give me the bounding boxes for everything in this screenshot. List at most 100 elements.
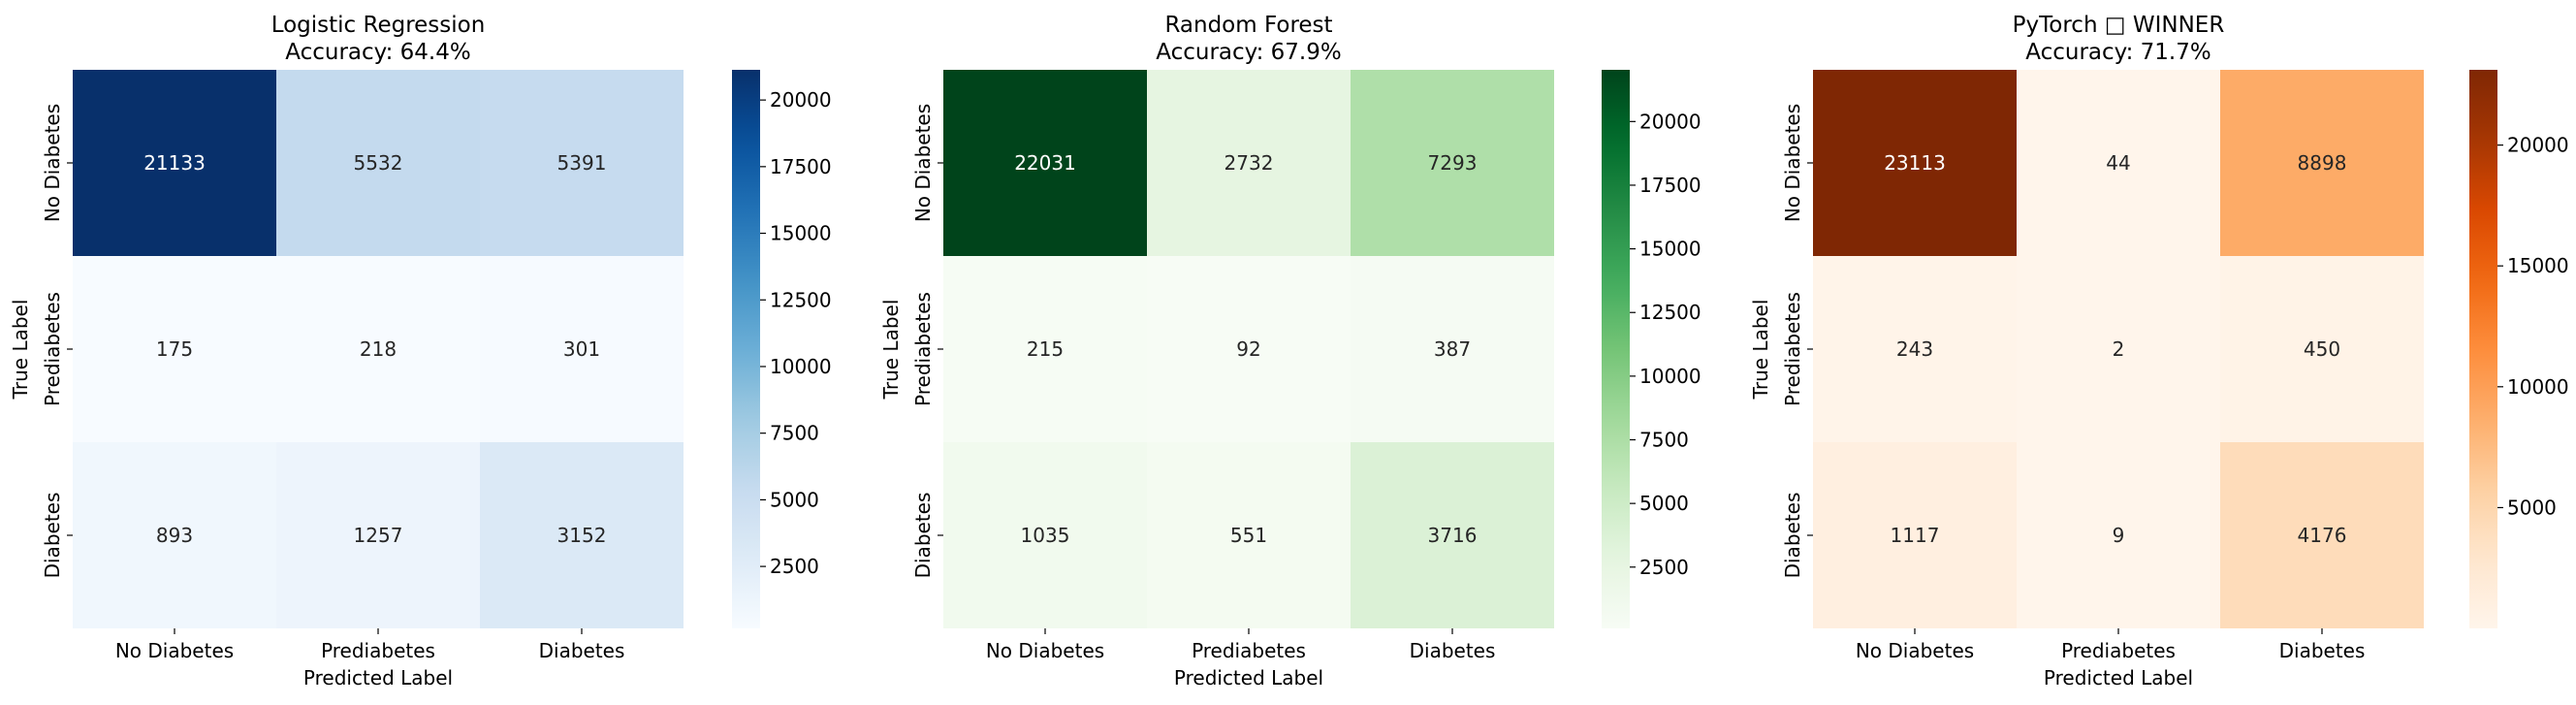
panel-title: PyTorch □ WINNER (2013, 13, 2225, 38)
x-axis-label: Predicted Label (303, 666, 453, 689)
heatmap-cell (1813, 442, 2017, 628)
cell-value-label: 44 (2106, 151, 2130, 175)
cell-value-label: 7293 (1428, 151, 1478, 175)
panel-title: Logistic Regression (271, 13, 486, 38)
cell-value-label: 8898 (2298, 151, 2347, 175)
y-tick-label: No Diabetes (41, 104, 64, 222)
heatmap-cell (1147, 70, 1351, 256)
cell-value-label: 893 (156, 524, 193, 547)
y-tick-label: Prediabetes (1781, 292, 1804, 406)
heatmap-cell (2017, 256, 2220, 442)
cell-value-label: 2 (2113, 337, 2125, 361)
y-axis-label: True Label (9, 300, 32, 401)
x-tick-label: No Diabetes (115, 639, 234, 662)
x-tick-label: No Diabetes (1856, 639, 1974, 662)
y-axis-label: True Label (1749, 300, 1772, 401)
heatmap-cell (2220, 256, 2424, 442)
heatmap-cell (276, 256, 480, 442)
colorbar-tick-label: 10000 (2507, 375, 2569, 399)
heatmap-cell (2220, 70, 2424, 256)
y-axis-label: True Label (879, 300, 903, 401)
colorbar-tick-label: 2500 (1639, 556, 1689, 579)
heatmap-cell (480, 256, 684, 442)
colorbar-tick-label: 15000 (770, 222, 832, 245)
cell-value-label: 3716 (1428, 524, 1478, 547)
colorbar-tick-label: 20000 (2507, 134, 2569, 157)
colorbar (732, 70, 760, 628)
colorbar-tick-label: 17500 (770, 155, 832, 178)
colorbar-tick-label: 15000 (2507, 254, 2569, 277)
colorbar (2469, 70, 2497, 628)
cell-value-label: 551 (1230, 524, 1267, 547)
cell-value-label: 5391 (557, 151, 607, 175)
cell-value-label: 450 (2304, 337, 2340, 361)
y-tick-label: No Diabetes (911, 104, 935, 222)
cell-value-label: 22031 (1014, 151, 1076, 175)
heatmap-cell (943, 442, 1147, 628)
colorbar-tick-label: 10000 (1639, 365, 1701, 388)
colorbar-tick-label: 12500 (770, 288, 832, 311)
x-tick-label: Diabetes (1410, 639, 1496, 662)
x-tick-label: Diabetes (2279, 639, 2366, 662)
heatmap-cell (2017, 442, 2220, 628)
heatmap-cell (73, 70, 276, 256)
y-tick-label: Diabetes (911, 493, 935, 579)
x-tick-label: Prediabetes (2061, 639, 2176, 662)
panel-title: Random Forest (1164, 13, 1332, 38)
cell-value-label: 301 (563, 337, 600, 361)
colorbar-tick-label: 2500 (770, 555, 819, 578)
heatmap-cell (276, 442, 480, 628)
heatmap-cell (480, 70, 684, 256)
heatmap-cell (73, 442, 276, 628)
panel-accuracy: Accuracy: 67.9% (1156, 40, 1341, 65)
heatmap-cell (2220, 442, 2424, 628)
panel-accuracy: Accuracy: 64.4% (285, 40, 470, 65)
x-axis-label: Predicted Label (2044, 666, 2193, 689)
cell-value-label: 3152 (557, 524, 607, 547)
heatmap-cell (1351, 256, 1554, 442)
cell-value-label: 4176 (2298, 524, 2347, 547)
colorbar-tick-label: 5000 (2507, 496, 2557, 519)
heatmap-cell (943, 70, 1147, 256)
colorbar-tick-label: 12500 (1639, 301, 1701, 324)
y-tick-label: Prediabetes (911, 292, 935, 406)
colorbar-tick-label: 17500 (1639, 174, 1701, 197)
colorbar-tick-label: 10000 (770, 355, 832, 378)
cell-value-label: 175 (156, 337, 193, 361)
panel-accuracy: Accuracy: 71.7% (2025, 40, 2210, 65)
colorbar-tick-label: 7500 (770, 422, 819, 445)
cell-value-label: 1117 (1891, 524, 1940, 547)
heatmap-cell (1351, 442, 1554, 628)
colorbar-tick-label: 5000 (1639, 492, 1689, 515)
cell-value-label: 387 (1434, 337, 1471, 361)
x-tick-label: Prediabetes (321, 639, 435, 662)
x-tick-label: No Diabetes (986, 639, 1104, 662)
y-tick-label: No Diabetes (1781, 104, 1804, 222)
heatmap-cell (2017, 70, 2220, 256)
cell-value-label: 9 (2113, 524, 2125, 547)
colorbar-tick-label: 15000 (1639, 238, 1701, 261)
cell-value-label: 1257 (354, 524, 403, 547)
y-tick-label: Diabetes (41, 493, 64, 579)
cell-value-label: 243 (1896, 337, 1933, 361)
cell-value-label: 92 (1236, 337, 1260, 361)
colorbar-tick-label: 20000 (770, 88, 832, 112)
colorbar-tick-label: 7500 (1639, 429, 1689, 452)
y-tick-label: Diabetes (1781, 493, 1804, 579)
heatmap-cell (276, 70, 480, 256)
x-axis-label: Predicted Label (1174, 666, 1323, 689)
colorbar-tick-label: 20000 (1639, 110, 1701, 133)
cell-value-label: 23113 (1884, 151, 1946, 175)
cell-value-label: 21133 (143, 151, 206, 175)
cell-value-label: 215 (1027, 337, 1064, 361)
heatmap-cell (1351, 70, 1554, 256)
x-tick-label: Diabetes (539, 639, 625, 662)
cell-value-label: 5532 (354, 151, 403, 175)
heatmap-cell (480, 442, 684, 628)
colorbar-tick-label: 5000 (770, 488, 819, 511)
heatmap-cell (1147, 256, 1351, 442)
colorbar (1602, 70, 1630, 628)
